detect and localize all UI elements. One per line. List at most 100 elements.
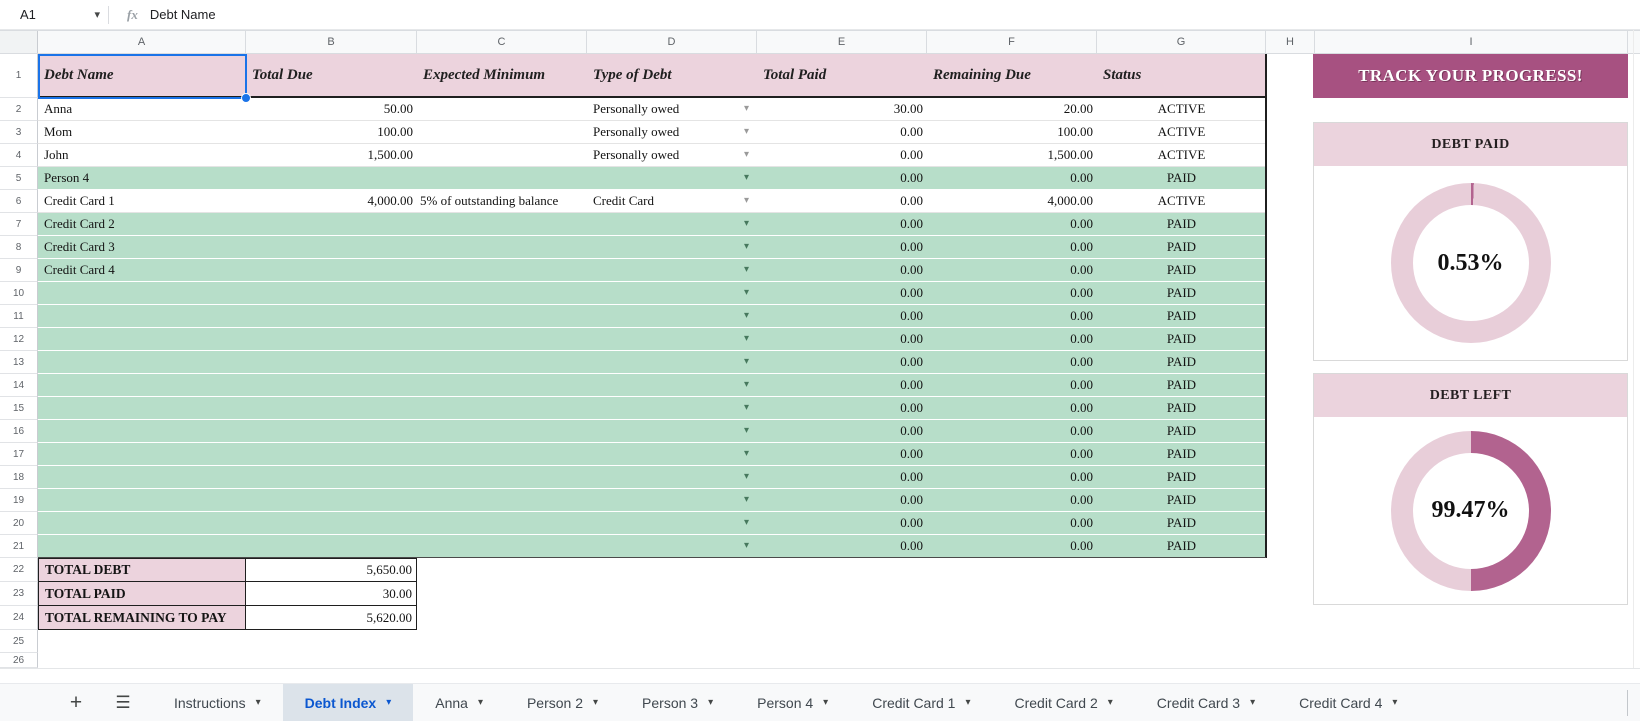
cell-total-due[interactable] — [246, 282, 417, 304]
cell-type-of-debt[interactable]: ▾ — [587, 213, 757, 235]
cell-total-paid[interactable]: 0.00 — [900, 216, 923, 231]
cell-total-due[interactable] — [246, 535, 417, 557]
cell-total-paid[interactable]: 0.00 — [900, 515, 923, 530]
cell-total-paid[interactable]: 0.00 — [900, 147, 923, 162]
cell-expected-minimum[interactable] — [417, 351, 587, 373]
row-header-24[interactable]: 24 — [0, 606, 38, 630]
header-expected-minimum[interactable]: Expected Minimum — [423, 66, 546, 83]
cell-expected-minimum[interactable] — [417, 98, 587, 120]
cell-expected-minimum[interactable] — [417, 305, 587, 327]
add-sheet-button[interactable]: + — [69, 690, 83, 714]
row-header-7[interactable]: 7 — [0, 213, 38, 236]
sheet-tab-instructions[interactable]: Instructions ▾ — [152, 684, 283, 721]
row-header-16[interactable]: 16 — [0, 420, 38, 443]
cell-total-due[interactable] — [246, 167, 417, 189]
tab-dropdown-icon[interactable]: ▾ — [477, 697, 483, 708]
cell-debt-name[interactable] — [38, 351, 246, 373]
cell-status[interactable]: PAID — [1166, 354, 1197, 369]
cell-remaining-due[interactable]: 0.00 — [1070, 400, 1093, 415]
dropdown-arrow-icon[interactable]: ▾ — [743, 540, 749, 551]
row-header-17[interactable]: 17 — [0, 443, 38, 466]
tab-dropdown-icon[interactable]: ▾ — [386, 697, 392, 708]
total-remaining-value[interactable]: 5,620.00 — [246, 606, 417, 630]
cell-debt-name[interactable]: Credit Card 3 — [44, 239, 115, 254]
cell-remaining-due[interactable]: 0.00 — [1070, 239, 1093, 254]
dropdown-arrow-icon[interactable]: ▾ — [743, 517, 749, 528]
header-debt-name[interactable]: Debt Name — [44, 66, 114, 83]
dropdown-arrow-icon[interactable]: ▾ — [743, 126, 749, 137]
cell-status[interactable]: PAID — [1166, 216, 1197, 231]
cell-status[interactable]: PAID — [1166, 170, 1197, 185]
sheet-tab-anna[interactable]: Anna ▾ — [413, 684, 505, 721]
cell-total-due[interactable]: 4,000.00 — [367, 193, 414, 208]
cell-debt-name[interactable] — [38, 374, 246, 396]
tab-dropdown-icon[interactable]: ▾ — [965, 697, 971, 708]
cell-status[interactable]: PAID — [1166, 400, 1197, 415]
cell-status[interactable]: PAID — [1166, 262, 1197, 277]
dropdown-arrow-icon[interactable]: ▾ — [743, 310, 749, 321]
column-header-h[interactable]: H — [1266, 31, 1315, 53]
cell-debt-name[interactable] — [38, 282, 246, 304]
cell-status[interactable]: PAID — [1166, 492, 1197, 507]
cell-status[interactable]: ACTIVE — [1157, 101, 1206, 116]
row-header-20[interactable]: 20 — [0, 512, 38, 535]
cell-type-of-debt[interactable]: ▾ — [587, 397, 757, 419]
cell-expected-minimum[interactable] — [417, 121, 587, 143]
cell-remaining-due[interactable]: 4,000.00 — [1047, 193, 1094, 208]
cell-expected-minimum[interactable]: 5% of outstanding balance — [420, 193, 559, 208]
cell-status[interactable]: PAID — [1166, 423, 1197, 438]
cell-expected-minimum[interactable] — [417, 397, 587, 419]
row-header-8[interactable]: 8 — [0, 236, 38, 259]
column-header-e[interactable]: E — [757, 31, 927, 53]
cell-total-due[interactable] — [246, 466, 417, 488]
cell-total-due[interactable] — [246, 259, 417, 281]
dropdown-arrow-icon[interactable]: ▾ — [743, 103, 749, 114]
sheet-tab-person-2[interactable]: Person 2 ▾ — [505, 684, 620, 721]
cell-debt-name[interactable]: Credit Card 1 — [44, 193, 115, 208]
row-header-26[interactable]: 26 — [0, 653, 38, 668]
cell-total-due[interactable] — [246, 512, 417, 534]
cell-debt-name[interactable] — [38, 466, 246, 488]
cell-total-due[interactable]: 50.00 — [383, 101, 413, 116]
cell-type-of-debt[interactable]: ▾ — [587, 167, 757, 189]
cell-debt-name[interactable]: Credit Card 4 — [44, 262, 115, 277]
cell-status[interactable]: ACTIVE — [1157, 193, 1206, 208]
dropdown-arrow-icon[interactable]: ▾ — [743, 448, 749, 459]
row-header-22[interactable]: 22 — [0, 558, 38, 582]
total-paid-label[interactable]: TOTAL PAID — [38, 582, 246, 606]
cell-expected-minimum[interactable] — [417, 236, 587, 258]
tab-dropdown-icon[interactable]: ▾ — [593, 697, 599, 708]
dropdown-arrow-icon[interactable]: ▾ — [743, 241, 749, 252]
dropdown-arrow-icon[interactable]: ▾ — [743, 494, 749, 505]
sheet-tab-credit-card-4[interactable]: Credit Card 4 ▾ — [1277, 684, 1419, 721]
cell-expected-minimum[interactable] — [417, 167, 587, 189]
cell-type-of-debt[interactable]: ▾ — [587, 443, 757, 465]
cell-debt-name[interactable]: John — [44, 147, 69, 162]
dropdown-arrow-icon[interactable]: ▾ — [743, 425, 749, 436]
row-header-19[interactable]: 19 — [0, 489, 38, 512]
sheet-tab-debt-index[interactable]: Debt Index ▾ — [282, 684, 414, 721]
cell-total-due[interactable]: 100.00 — [377, 124, 413, 139]
row-header-18[interactable]: 18 — [0, 466, 38, 489]
tab-dropdown-icon[interactable]: ▾ — [823, 697, 829, 708]
row-header-2[interactable]: 2 — [0, 98, 38, 121]
cell-total-due[interactable] — [246, 374, 417, 396]
cell-debt-name[interactable]: Mom — [44, 124, 73, 139]
cell-total-due[interactable] — [246, 489, 417, 511]
cell-debt-name[interactable]: Person 4 — [44, 170, 90, 185]
cell-type-of-debt[interactable]: ▾ — [587, 305, 757, 327]
cell-expected-minimum[interactable] — [417, 443, 587, 465]
cell-remaining-due[interactable]: 0.00 — [1070, 331, 1093, 346]
dropdown-arrow-icon[interactable]: ▾ — [743, 356, 749, 367]
dropdown-arrow-icon[interactable]: ▾ — [743, 333, 749, 344]
sheet-tab-credit-card-2[interactable]: Credit Card 2 ▾ — [993, 684, 1135, 721]
cell-expected-minimum[interactable] — [417, 466, 587, 488]
cell-remaining-due[interactable]: 100.00 — [1057, 124, 1093, 139]
cell-type-of-debt[interactable]: Credit Card ▾ — [593, 193, 749, 208]
cell-expected-minimum[interactable] — [417, 328, 587, 350]
cell-total-paid[interactable]: 0.00 — [900, 193, 923, 208]
cell-status[interactable]: PAID — [1166, 239, 1197, 254]
all-sheets-menu-button[interactable]: ☰ — [115, 692, 131, 712]
select-all-corner[interactable] — [0, 31, 38, 53]
cell-type-of-debt[interactable]: ▾ — [587, 489, 757, 511]
